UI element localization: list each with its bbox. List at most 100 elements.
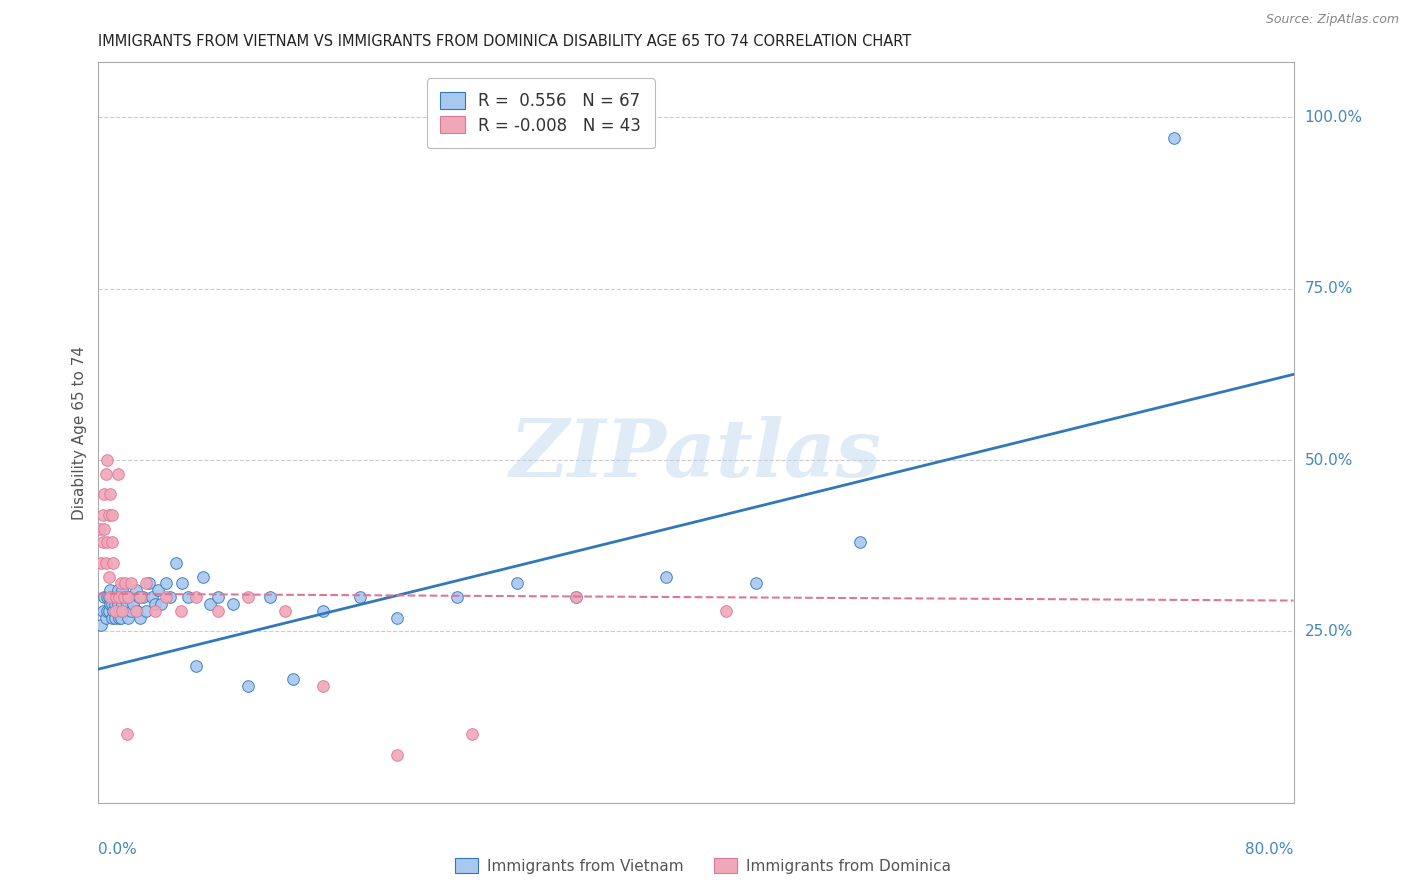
- Point: [120, 576, 142, 591]
- Point: [1163, 131, 1185, 145]
- Point: [94, 467, 117, 481]
- Point: [111, 604, 134, 618]
- Point: [115, 597, 138, 611]
- Point: [236, 590, 259, 604]
- Point: [565, 590, 588, 604]
- Point: [111, 583, 134, 598]
- Point: [127, 604, 149, 618]
- Point: [93, 522, 115, 536]
- Point: [101, 610, 124, 624]
- Point: [108, 610, 131, 624]
- Point: [207, 590, 229, 604]
- Text: 100.0%: 100.0%: [1305, 110, 1362, 125]
- Legend: R =  0.556   N = 67, R = -0.008   N = 43: R = 0.556 N = 67, R = -0.008 N = 43: [426, 78, 655, 148]
- Point: [98, 597, 122, 611]
- Point: [135, 604, 157, 618]
- Point: [849, 535, 872, 549]
- Point: [96, 453, 118, 467]
- Point: [103, 604, 125, 618]
- Point: [446, 590, 468, 604]
- Point: [105, 604, 128, 618]
- Point: [94, 610, 117, 624]
- Y-axis label: Disability Age 65 to 74: Disability Age 65 to 74: [72, 345, 87, 520]
- Point: [104, 610, 127, 624]
- Point: [117, 590, 139, 604]
- Point: [107, 597, 129, 611]
- Point: [90, 617, 112, 632]
- Point: [169, 604, 191, 618]
- Text: 50.0%: 50.0%: [1305, 452, 1353, 467]
- Point: [155, 590, 177, 604]
- Legend: Immigrants from Vietnam, Immigrants from Dominica: Immigrants from Vietnam, Immigrants from…: [449, 852, 957, 880]
- Point: [101, 535, 124, 549]
- Point: [259, 590, 281, 604]
- Point: [104, 604, 127, 618]
- Point: [745, 576, 768, 591]
- Point: [97, 508, 120, 522]
- Point: [91, 535, 114, 549]
- Point: [172, 576, 194, 591]
- Point: [129, 610, 152, 624]
- Point: [110, 590, 132, 604]
- Point: [120, 604, 142, 618]
- Text: 75.0%: 75.0%: [1305, 281, 1353, 296]
- Point: [105, 590, 128, 604]
- Point: [107, 583, 129, 598]
- Text: 0.0%: 0.0%: [98, 842, 138, 856]
- Point: [108, 604, 131, 618]
- Point: [191, 569, 214, 583]
- Point: [461, 727, 484, 741]
- Point: [91, 508, 114, 522]
- Point: [98, 583, 122, 598]
- Text: ZIPatlas: ZIPatlas: [510, 416, 882, 493]
- Point: [89, 522, 111, 536]
- Point: [108, 590, 131, 604]
- Point: [97, 604, 120, 618]
- Point: [94, 556, 117, 570]
- Point: [148, 583, 170, 598]
- Text: 25.0%: 25.0%: [1305, 624, 1353, 639]
- Point: [96, 590, 118, 604]
- Point: [177, 590, 200, 604]
- Point: [143, 604, 166, 618]
- Point: [125, 583, 148, 598]
- Point: [96, 535, 118, 549]
- Point: [104, 597, 127, 611]
- Point: [311, 604, 333, 618]
- Point: [93, 590, 115, 604]
- Text: Source: ZipAtlas.com: Source: ZipAtlas.com: [1265, 13, 1399, 27]
- Point: [121, 597, 143, 611]
- Point: [714, 604, 737, 618]
- Point: [207, 604, 229, 618]
- Point: [155, 576, 177, 591]
- Point: [111, 597, 134, 611]
- Point: [274, 604, 297, 618]
- Point: [96, 604, 118, 618]
- Point: [114, 576, 136, 591]
- Point: [114, 590, 136, 604]
- Point: [143, 597, 166, 611]
- Point: [385, 747, 409, 762]
- Point: [93, 487, 115, 501]
- Point: [200, 597, 222, 611]
- Point: [506, 576, 529, 591]
- Point: [129, 590, 152, 604]
- Point: [103, 590, 125, 604]
- Point: [141, 590, 163, 604]
- Point: [98, 487, 122, 501]
- Point: [138, 576, 160, 591]
- Point: [184, 658, 207, 673]
- Point: [112, 604, 135, 618]
- Point: [110, 610, 132, 624]
- Point: [115, 727, 138, 741]
- Point: [101, 508, 124, 522]
- Point: [184, 590, 207, 604]
- Point: [98, 590, 122, 604]
- Point: [349, 590, 371, 604]
- Point: [105, 590, 128, 604]
- Point: [110, 576, 132, 591]
- Point: [135, 576, 157, 591]
- Point: [118, 590, 141, 604]
- Point: [117, 610, 139, 624]
- Point: [236, 679, 259, 693]
